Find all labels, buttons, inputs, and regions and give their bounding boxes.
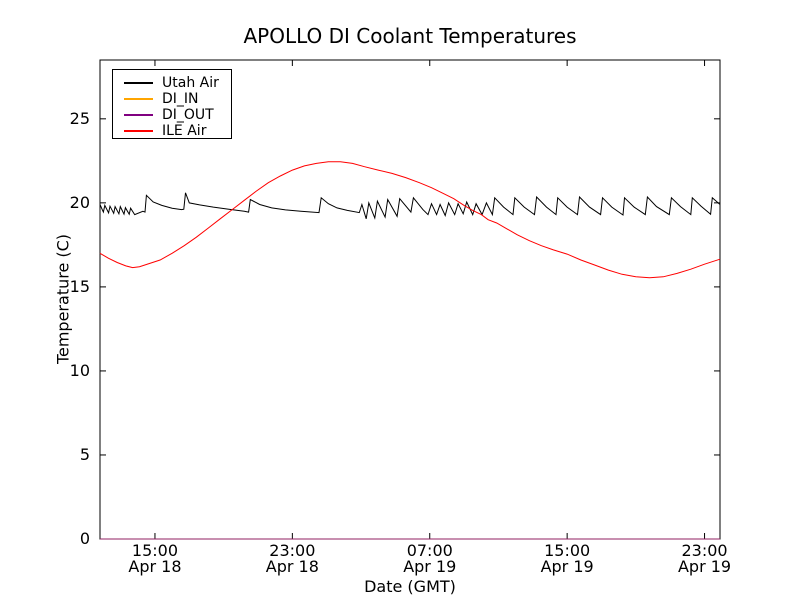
series-line-ile-air [99,161,721,279]
x-tick-date: Apr 19 [540,557,594,576]
series-line-utah-air [99,192,721,220]
legend-item: ILE Air [113,123,231,139]
x-tick-time: 07:00 [406,541,453,560]
legend-line-swatch [124,130,153,132]
legend-item: Utah Air [113,75,231,91]
legend-line-swatch [124,82,153,84]
legend: Utah Air DI_IN DI_OUT ILE Air [112,69,232,139]
legend-label: DI_OUT [162,107,214,123]
legend-line-swatch [124,98,153,100]
y-tick-label: 15 [69,276,90,296]
y-tick-label: 10 [69,360,90,380]
x-tick-label: 15:00 Apr 19 [512,543,622,575]
legend-label: Utah Air [162,75,219,91]
x-tick-label: 15:00 Apr 18 [100,543,210,575]
y-tick-label: 5 [79,444,90,464]
legend-label: ILE Air [162,123,207,139]
x-tick-date: Apr 19 [677,557,732,576]
y-tick-label: 0 [79,529,90,548]
x-tick-date: Apr 18 [128,557,182,576]
y-tick-label: 25 [69,108,90,128]
x-tick-label: 23:00 Apr 19 [650,543,760,575]
legend-item: DI_OUT [113,107,231,123]
x-tick-time: 15:00 [544,541,591,560]
x-tick-label: 07:00 Apr 19 [375,543,485,575]
legend-item: DI_IN [113,91,231,107]
x-tick-date: Apr 18 [265,557,319,576]
y-tick-label: 20 [69,192,90,212]
x-axis-label: Date (GMT) [364,577,456,596]
y-axis-label: Temperature (C) [53,233,73,365]
legend-line-swatch [124,114,153,116]
x-tick-time: 23:00 [681,541,728,560]
legend-label: DI_IN [162,91,199,107]
x-tick-time: 23:00 [269,541,316,560]
x-tick-time: 15:00 [131,541,178,560]
x-tick-date: Apr 19 [403,557,457,576]
x-tick-label: 23:00 Apr 18 [237,543,347,575]
chart-title: APOLLO DI Coolant Temperatures [243,24,577,48]
